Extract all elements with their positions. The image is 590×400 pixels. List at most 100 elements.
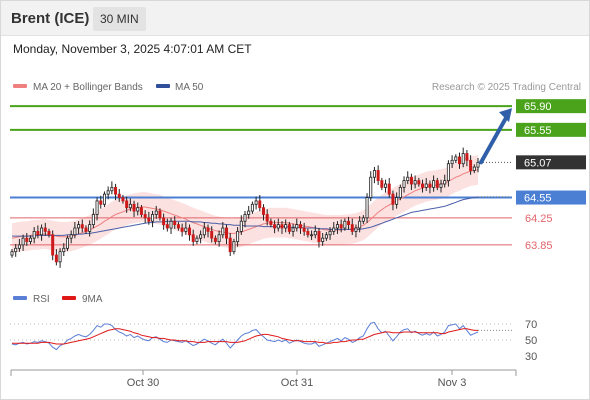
level-tag-65-55 bbox=[516, 122, 586, 137]
candle bbox=[306, 228, 310, 238]
price-panel: 65.90 65.55 65.07 64.55 64.25 63.85 bbox=[10, 99, 586, 268]
candle bbox=[361, 215, 365, 224]
candle bbox=[54, 249, 58, 266]
candle-body bbox=[439, 183, 443, 188]
candle-body bbox=[387, 183, 391, 195]
candle bbox=[324, 232, 328, 241]
level-label-65-07: 65.07 bbox=[524, 157, 552, 169]
candle-body bbox=[128, 203, 132, 209]
candle-body bbox=[165, 224, 169, 229]
time-tick-label: Nov 3 bbox=[438, 377, 467, 389]
candle-body bbox=[291, 227, 295, 232]
candle-body bbox=[243, 214, 247, 222]
candle bbox=[298, 221, 302, 234]
candle bbox=[95, 197, 99, 221]
rsi-legend-label: RSI bbox=[33, 294, 50, 305]
candle-body bbox=[239, 220, 243, 232]
target-arrow-head bbox=[499, 108, 512, 123]
time-tick-label: Oct 30 bbox=[127, 377, 159, 389]
candle-body bbox=[380, 180, 384, 188]
candle-body bbox=[339, 224, 343, 229]
candle-body bbox=[213, 237, 217, 242]
candle-body bbox=[343, 220, 347, 229]
candle bbox=[147, 211, 151, 225]
candle bbox=[376, 165, 380, 185]
candle bbox=[424, 178, 428, 191]
candle-body bbox=[365, 197, 369, 219]
time-axis: Oct 30 Oct 31 Nov 3 bbox=[10, 369, 517, 389]
candle-body bbox=[32, 230, 36, 239]
candle-body bbox=[139, 207, 143, 215]
candle bbox=[99, 195, 103, 209]
candle-body bbox=[62, 247, 66, 253]
candle bbox=[191, 229, 195, 246]
candle-body bbox=[354, 227, 358, 232]
candle-body bbox=[125, 200, 129, 209]
candle-body bbox=[254, 200, 258, 205]
candle bbox=[284, 219, 288, 233]
candle bbox=[472, 164, 476, 174]
candle-body bbox=[347, 220, 351, 226]
candle bbox=[339, 219, 343, 233]
candle bbox=[476, 158, 480, 173]
candle-body bbox=[372, 170, 376, 178]
candle bbox=[287, 221, 291, 235]
candle bbox=[91, 208, 95, 229]
candle-body bbox=[110, 186, 114, 192]
candle-body bbox=[54, 254, 58, 263]
candle bbox=[136, 202, 140, 216]
candle-body bbox=[43, 227, 47, 232]
candle-body bbox=[65, 237, 69, 249]
candle bbox=[358, 216, 362, 233]
candle bbox=[269, 218, 273, 228]
candle-body bbox=[435, 180, 439, 188]
level-tag-64-55 bbox=[516, 190, 586, 205]
candle bbox=[154, 205, 158, 219]
candle bbox=[365, 193, 369, 223]
candle bbox=[165, 218, 169, 232]
candle bbox=[228, 233, 232, 257]
candle-body bbox=[395, 197, 399, 205]
candle bbox=[184, 222, 188, 235]
candle-body bbox=[88, 224, 92, 232]
candle-body bbox=[317, 230, 321, 242]
candle-body bbox=[173, 220, 177, 226]
candle bbox=[43, 222, 47, 236]
candle bbox=[47, 228, 51, 238]
candle bbox=[435, 177, 439, 191]
candle bbox=[32, 227, 36, 244]
candle-body bbox=[84, 227, 88, 232]
candle bbox=[398, 184, 402, 201]
candle bbox=[102, 191, 106, 208]
candle-body bbox=[95, 200, 99, 215]
candle bbox=[454, 154, 458, 164]
candle-body bbox=[162, 217, 166, 226]
rsi-ma-line bbox=[12, 328, 478, 345]
candle-body bbox=[114, 186, 118, 195]
level-tag-65-07 bbox=[516, 155, 586, 170]
candle bbox=[77, 221, 81, 234]
candle bbox=[350, 218, 354, 235]
chart-datetime: Monday, November 3, 2025 4:07:01 AM CET bbox=[13, 42, 252, 56]
candle-body bbox=[247, 210, 251, 215]
candle bbox=[199, 230, 203, 244]
candle bbox=[465, 150, 469, 167]
candle bbox=[384, 179, 388, 193]
candle bbox=[243, 210, 247, 228]
candle bbox=[36, 225, 40, 239]
timeframe-button[interactable]: 30 MIN bbox=[93, 7, 146, 31]
candle-body bbox=[332, 227, 336, 232]
candle-body bbox=[25, 237, 29, 242]
rsi-tick-70: 70 bbox=[525, 319, 537, 331]
candle-body bbox=[384, 183, 388, 188]
chart-header: Brent (ICE) 30 MIN bbox=[1, 1, 589, 36]
candle-body bbox=[169, 220, 173, 229]
level-label-65-90: 65.90 bbox=[524, 101, 552, 113]
candle-body bbox=[10, 251, 14, 256]
candle bbox=[132, 200, 136, 218]
candle bbox=[395, 192, 399, 209]
candle-body bbox=[310, 234, 314, 237]
candle-body bbox=[276, 224, 280, 229]
candle-body bbox=[28, 237, 32, 242]
rsi-ma-legend-swatch bbox=[62, 296, 76, 300]
